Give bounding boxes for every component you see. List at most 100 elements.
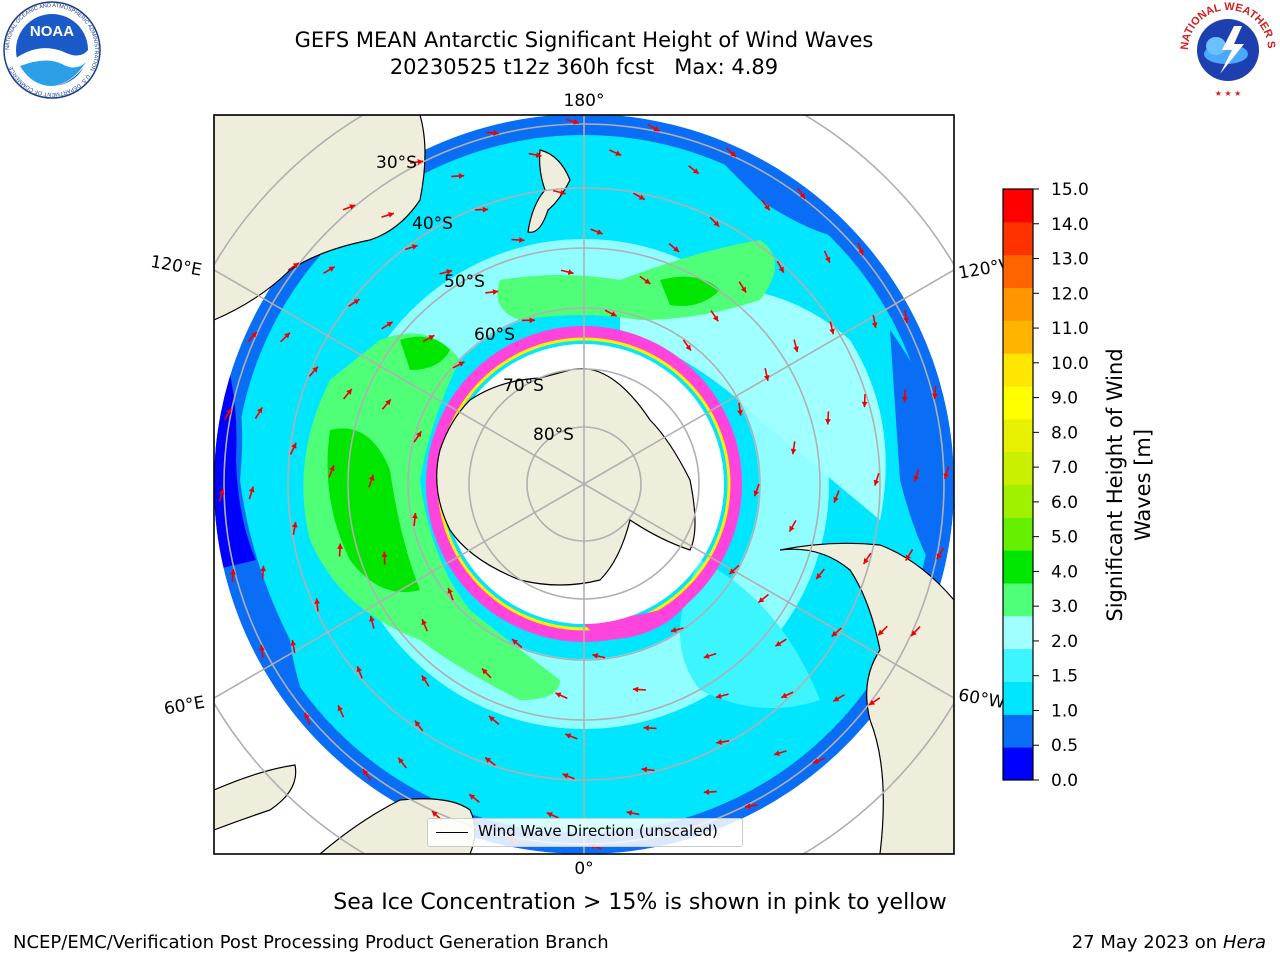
wave-direction-arrow bbox=[861, 394, 868, 408]
colorbar-tick-label: 7.0 bbox=[1051, 458, 1078, 478]
wave-direction-arrow bbox=[328, 465, 335, 478]
wave-direction-arrow bbox=[744, 803, 758, 809]
wave-direction-arrow bbox=[932, 385, 938, 399]
wave-direction-arrow bbox=[823, 250, 831, 263]
colorbar-tick-label: 0.5 bbox=[1051, 736, 1078, 756]
wave-direction-arrow bbox=[639, 275, 651, 285]
wave-direction-arrow bbox=[421, 674, 430, 687]
map-frame bbox=[213, 114, 955, 855]
wave-direction-arrow bbox=[521, 317, 535, 324]
wave-direction-arrow bbox=[421, 618, 429, 632]
wave-direction-arrow bbox=[304, 712, 311, 726]
footer-date: 27 May 2023 on Hera bbox=[1072, 932, 1266, 953]
colorbar-tick-label: 9.0 bbox=[1051, 389, 1078, 409]
wave-direction-arrow bbox=[910, 625, 921, 637]
wave-direction-arrow bbox=[368, 474, 375, 488]
wave-direction-arrow bbox=[592, 653, 606, 659]
wave-direction-arrow bbox=[773, 750, 787, 756]
lat-label-50s: 50°S bbox=[444, 272, 485, 292]
antarctica-land bbox=[436, 368, 696, 586]
sea-ice-caption: Sea Ice Concentration > 15% is shown in … bbox=[333, 890, 947, 915]
wave-direction-arrow bbox=[857, 242, 864, 256]
wave-direction-arrow bbox=[728, 564, 740, 575]
wave-direction-arrow bbox=[763, 367, 770, 381]
wave-direction-arrow bbox=[688, 165, 700, 175]
colorbar-segment bbox=[1003, 648, 1033, 682]
wave-direction-arrow bbox=[259, 644, 265, 658]
wave-direction-arrow bbox=[710, 310, 719, 322]
lon-label-60w: 60°W bbox=[957, 685, 1007, 713]
wave-direction-arrow bbox=[737, 402, 743, 416]
colorbar-tick-label: 15.0 bbox=[1051, 180, 1089, 200]
legend-label: Wind Wave Direction (unscaled) bbox=[478, 822, 718, 840]
wave-direction-arrow bbox=[829, 321, 835, 335]
wave-direction-arrow bbox=[780, 691, 794, 699]
wave-direction-arrows bbox=[218, 118, 950, 850]
wave-direction-arrow bbox=[314, 598, 320, 612]
wave-direction-arrow bbox=[511, 237, 525, 243]
colorbar-tick-label: 13.0 bbox=[1051, 250, 1089, 270]
wave-direction-arrow bbox=[753, 483, 760, 497]
colorbar-segment bbox=[1003, 287, 1033, 321]
wave-direction-arrow bbox=[381, 212, 395, 218]
wave-direction-arrow bbox=[546, 811, 559, 819]
map-legend: Wind Wave Direction (unscaled) bbox=[427, 818, 743, 847]
colorbar-segment bbox=[1003, 681, 1033, 715]
wave-direction-arrow bbox=[774, 638, 787, 647]
wave-direction-arrow bbox=[716, 739, 730, 745]
colorbar-tick-label: 14.0 bbox=[1051, 215, 1089, 235]
colorbar-tick-label: 12.0 bbox=[1051, 284, 1089, 304]
lat-label-80s: 80°S bbox=[533, 425, 574, 445]
colorbar-segment bbox=[1003, 386, 1033, 420]
colorbar-frame bbox=[1002, 188, 1034, 781]
wave-direction-arrow bbox=[468, 793, 480, 803]
wave-direction-arrow bbox=[369, 615, 375, 629]
wave-direction-arrow bbox=[936, 547, 945, 560]
wave-direction-arrow bbox=[404, 244, 418, 251]
wave-direction-arrow bbox=[943, 466, 950, 480]
wave-direction-arrow bbox=[682, 339, 692, 352]
colorbar-segment bbox=[1003, 714, 1033, 748]
colorbar-segment bbox=[1003, 353, 1033, 387]
colorbar-label-line2: Waves [m] bbox=[1131, 429, 1155, 541]
wave-direction-arrow bbox=[604, 309, 618, 317]
wave-direction-arrow bbox=[447, 587, 454, 601]
wave-direction-arrow bbox=[873, 473, 880, 486]
colorbar-segment bbox=[1003, 320, 1033, 354]
wave-direction-arrow bbox=[230, 569, 236, 583]
wave-direction-arrow bbox=[868, 697, 881, 706]
colorbar-segment bbox=[1003, 484, 1033, 518]
wave-direction-arrow bbox=[632, 686, 646, 693]
wave-direction-arrow bbox=[560, 269, 574, 275]
wave-direction-arrow bbox=[555, 692, 568, 700]
wave-direction-arrow bbox=[412, 512, 418, 526]
wave-direction-arrow bbox=[528, 152, 542, 158]
australia-land bbox=[214, 115, 426, 321]
wave-direction-arrow bbox=[626, 810, 640, 816]
wave-direction-arrow bbox=[348, 298, 360, 307]
africa-land bbox=[214, 764, 297, 831]
lat-label-70s: 70°S bbox=[503, 376, 544, 396]
wave-direction-arrow bbox=[738, 281, 747, 294]
wave-direction-arrow bbox=[289, 442, 297, 455]
footer-date-text: 27 May 2023 on bbox=[1071, 932, 1218, 953]
wave-direction-arrow bbox=[903, 310, 909, 324]
colorbar-segment bbox=[1003, 451, 1033, 485]
wave-direction-arrow bbox=[342, 204, 356, 211]
graticule bbox=[214, 115, 954, 854]
wave-direction-arrow bbox=[761, 199, 771, 211]
colorbar-tick-label: 6.0 bbox=[1051, 493, 1078, 513]
wave-direction-arrow bbox=[776, 260, 785, 273]
map-figure: 30°S 40°S 50°S 60°S 70°S 80°S 180° 0° 12… bbox=[149, 91, 1155, 879]
wave-direction-arrow bbox=[703, 652, 717, 659]
wave-direction-arrow bbox=[633, 192, 646, 201]
wave-direction-arrow bbox=[422, 334, 435, 343]
footer-credit: NCEP/EMC/Verification Post Processing Pr… bbox=[13, 932, 609, 953]
wave-direction-arrow bbox=[381, 551, 388, 565]
wave-direction-arrow bbox=[833, 490, 840, 503]
wave-direction-arrow bbox=[566, 118, 580, 125]
wave-direction-arrow bbox=[475, 206, 489, 213]
wave-direction-arrow bbox=[414, 720, 424, 732]
wave-direction-arrow bbox=[356, 665, 363, 679]
wave-direction-arrow bbox=[877, 625, 888, 636]
